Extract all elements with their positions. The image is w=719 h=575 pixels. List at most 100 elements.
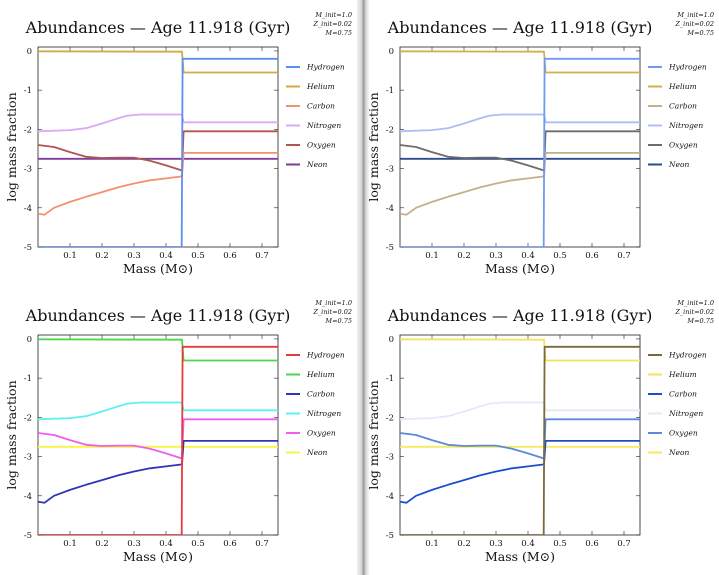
y-tick-label: -3 xyxy=(386,165,394,175)
y-tick-label: -5 xyxy=(386,531,394,541)
y-tick-label: 0 xyxy=(389,335,394,345)
abundance-chart-bottom-right: Abundances — Age 11.918 (Gyr) M_init=1.0Z… xyxy=(366,299,714,564)
x-tick-label: 0.4 xyxy=(159,251,173,261)
y-tick-label: -4 xyxy=(386,204,394,214)
series-line-helium xyxy=(400,50,640,74)
y-tick-label: -1 xyxy=(386,374,394,384)
y-axis-label: log mass fraction xyxy=(366,92,381,201)
abundance-chart-bottom-left: Abundances — Age 11.918 (Gyr) M_init=1.0Z… xyxy=(4,299,352,564)
chart-panel-bottom-right: Abundances — Age 11.918 (Gyr) M_init=1.0 Z… xyxy=(362,288,719,575)
x-tick-label: 0.5 xyxy=(191,539,205,549)
y-tick-label: -2 xyxy=(386,413,394,423)
y-tick-label: -1 xyxy=(386,86,394,96)
x-tick-label: 0.1 xyxy=(425,539,439,549)
y-tick-label: -4 xyxy=(24,204,32,214)
legend-label-carbon: Carbon xyxy=(307,102,335,111)
chart-title: Abundances — Age 11.918 (Gyr) xyxy=(387,306,653,325)
meta-line: M=0.75 xyxy=(324,317,352,325)
x-tick-label: 0.2 xyxy=(457,539,471,549)
x-tick-label: 0.6 xyxy=(585,539,599,549)
y-tick-label: -3 xyxy=(386,453,394,463)
y-axis-label: log mass fraction xyxy=(4,380,19,489)
chart-panel-bottom-left: Abundances — Age 11.918 (Gyr) M_init=1.0 Z… xyxy=(0,288,357,575)
meta-line: M_init=1.0 xyxy=(314,299,352,307)
y-tick-label: 0 xyxy=(389,47,394,57)
legend-label-nitrogen: Nitrogen xyxy=(306,121,341,130)
legend-label-helium: Helium xyxy=(668,370,697,379)
series-line-nitrogen xyxy=(400,113,640,133)
series-line-helium xyxy=(400,338,640,362)
meta-line: Z_init=0.02 xyxy=(674,308,714,316)
series-line-nitrogen xyxy=(38,401,278,421)
series-line-nitrogen xyxy=(400,401,640,421)
legend-label-helium: Helium xyxy=(306,82,335,91)
y-tick-label: 0 xyxy=(27,47,32,57)
meta-line: M_init=1.0 xyxy=(676,11,714,19)
legend-label-hydrogen: Hydrogen xyxy=(668,351,707,360)
series-line-oxygen xyxy=(38,130,278,172)
y-tick-label: -5 xyxy=(24,531,32,541)
legend-label-neon: Neon xyxy=(306,448,328,457)
legend-label-carbon: Carbon xyxy=(669,102,697,111)
legend-label-hydrogen: Hydrogen xyxy=(306,63,345,72)
y-tick-label: -4 xyxy=(386,492,394,502)
x-tick-label: 0.3 xyxy=(127,539,141,549)
meta-line: M_init=1.0 xyxy=(314,11,352,19)
legend-label-hydrogen: Hydrogen xyxy=(668,63,707,72)
y-tick-label: -3 xyxy=(24,453,32,463)
x-tick-label: 0.6 xyxy=(585,251,599,261)
x-tick-label: 0.7 xyxy=(255,251,269,261)
abundance-chart-top-right: Abundances — Age 11.918 (Gyr) M_init=1.0Z… xyxy=(366,11,714,276)
series-line-hydrogen xyxy=(400,57,640,247)
y-tick-label: -5 xyxy=(386,243,394,253)
chart-title: Abundances — Age 11.918 (Gyr) xyxy=(25,18,291,37)
y-tick-label: -1 xyxy=(24,86,32,96)
plot-frame xyxy=(37,334,279,536)
meta-line: Z_init=0.02 xyxy=(674,20,714,28)
legend-label-oxygen: Oxygen xyxy=(307,429,336,438)
legend-label-oxygen: Oxygen xyxy=(669,429,698,438)
plot-frame xyxy=(37,46,279,248)
legend-label-nitrogen: Nitrogen xyxy=(668,121,703,130)
legend-label-oxygen: Oxygen xyxy=(307,141,336,150)
y-tick-label: -2 xyxy=(386,125,394,135)
legend-label-neon: Neon xyxy=(668,448,690,457)
x-tick-label: 0.6 xyxy=(223,539,237,549)
x-tick-label: 0.4 xyxy=(521,539,535,549)
x-axis-label: Mass (M⊙) xyxy=(123,549,193,564)
legend-label-nitrogen: Nitrogen xyxy=(668,409,703,418)
meta-line: M=0.75 xyxy=(686,29,714,37)
x-tick-label: 0.4 xyxy=(159,539,173,549)
legend-label-neon: Neon xyxy=(306,160,328,169)
meta-line: Z_init=0.02 xyxy=(312,20,352,28)
series-line-hydrogen xyxy=(38,345,278,535)
x-tick-label: 0.4 xyxy=(521,251,535,261)
y-tick-label: -3 xyxy=(24,165,32,175)
legend-label-carbon: Carbon xyxy=(669,390,697,399)
chart-title: Abundances — Age 11.918 (Gyr) xyxy=(25,306,291,325)
series-line-hydrogen xyxy=(400,345,640,535)
x-axis-label: Mass (M⊙) xyxy=(485,261,555,276)
x-tick-label: 0.3 xyxy=(127,251,141,261)
chart-title: Abundances — Age 11.918 (Gyr) xyxy=(387,18,653,37)
meta-line: M_init=1.0 xyxy=(676,299,714,307)
legend-label-helium: Helium xyxy=(306,370,335,379)
x-tick-label: 0.1 xyxy=(63,539,77,549)
y-axis-label: log mass fraction xyxy=(4,92,19,201)
series-line-hydrogen xyxy=(38,57,278,247)
legend-label-helium: Helium xyxy=(668,82,697,91)
abundance-chart-top-left: Abundances — Age 11.918 (Gyr) M_init=1.0Z… xyxy=(4,11,352,276)
plot-frame xyxy=(399,46,641,248)
x-tick-label: 0.3 xyxy=(489,539,503,549)
meta-line: M=0.75 xyxy=(686,317,714,325)
chart-panel-top-left: Abundances — Age 11.918 (Gyr) M_init=1.0 Z… xyxy=(0,0,357,287)
legend-label-hydrogen: Hydrogen xyxy=(306,351,345,360)
x-tick-label: 0.7 xyxy=(617,539,631,549)
legend-label-nitrogen: Nitrogen xyxy=(306,409,341,418)
series-line-oxygen xyxy=(38,418,278,460)
x-tick-label: 0.5 xyxy=(191,251,205,261)
x-tick-label: 0.3 xyxy=(489,251,503,261)
y-tick-label: -4 xyxy=(24,492,32,502)
y-axis-label: log mass fraction xyxy=(366,380,381,489)
x-tick-label: 0.2 xyxy=(457,251,471,261)
